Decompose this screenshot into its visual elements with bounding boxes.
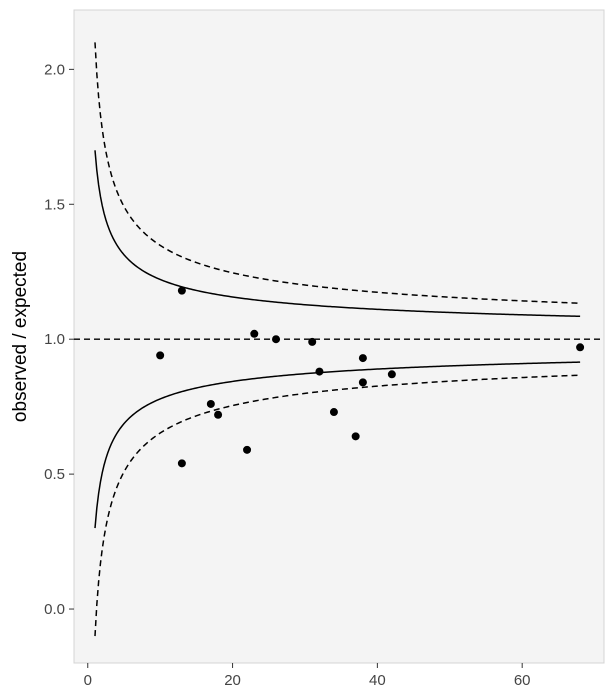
data-point [177,459,186,468]
data-point [177,286,186,295]
data-point [351,432,360,441]
data-point [329,408,338,417]
x-tick-label: 20 [224,672,241,689]
x-tick-label: 60 [514,672,531,689]
panel-background [73,9,605,664]
y-tick-label: 1.0 [44,331,65,348]
funnel-upper-dashed-line [94,42,581,304]
y-tick-label: 2.0 [44,61,65,78]
x-tick-label: 0 [84,672,92,689]
y-tick-label: 0.0 [44,601,65,618]
data-point [214,410,223,419]
x-axis-ticks: 0 20 40 60 [84,663,531,689]
funnel-lower-dashed-line [94,374,581,637]
y-tick-label: 1.5 [44,196,65,213]
y-axis-title: observed / expected [10,251,31,422]
y-axis-ticks: 0.0 0.5 1.0 1.5 2.0 [44,61,74,618]
data-point [576,343,585,352]
data-points [156,286,585,468]
data-point [156,351,165,360]
data-point [272,335,281,344]
funnel-lower-solid-line [94,361,581,529]
funnel-upper-solid-line [94,150,581,318]
x-tick-label: 40 [369,672,386,689]
data-point [358,354,367,363]
data-point [387,370,396,379]
funnel-limit-lines [94,42,581,637]
y-tick-label: 0.5 [44,466,65,483]
data-point [358,378,367,387]
data-point [206,399,215,408]
data-point [243,445,252,454]
data-point [308,337,317,346]
data-point [250,329,259,338]
data-point [315,367,324,376]
